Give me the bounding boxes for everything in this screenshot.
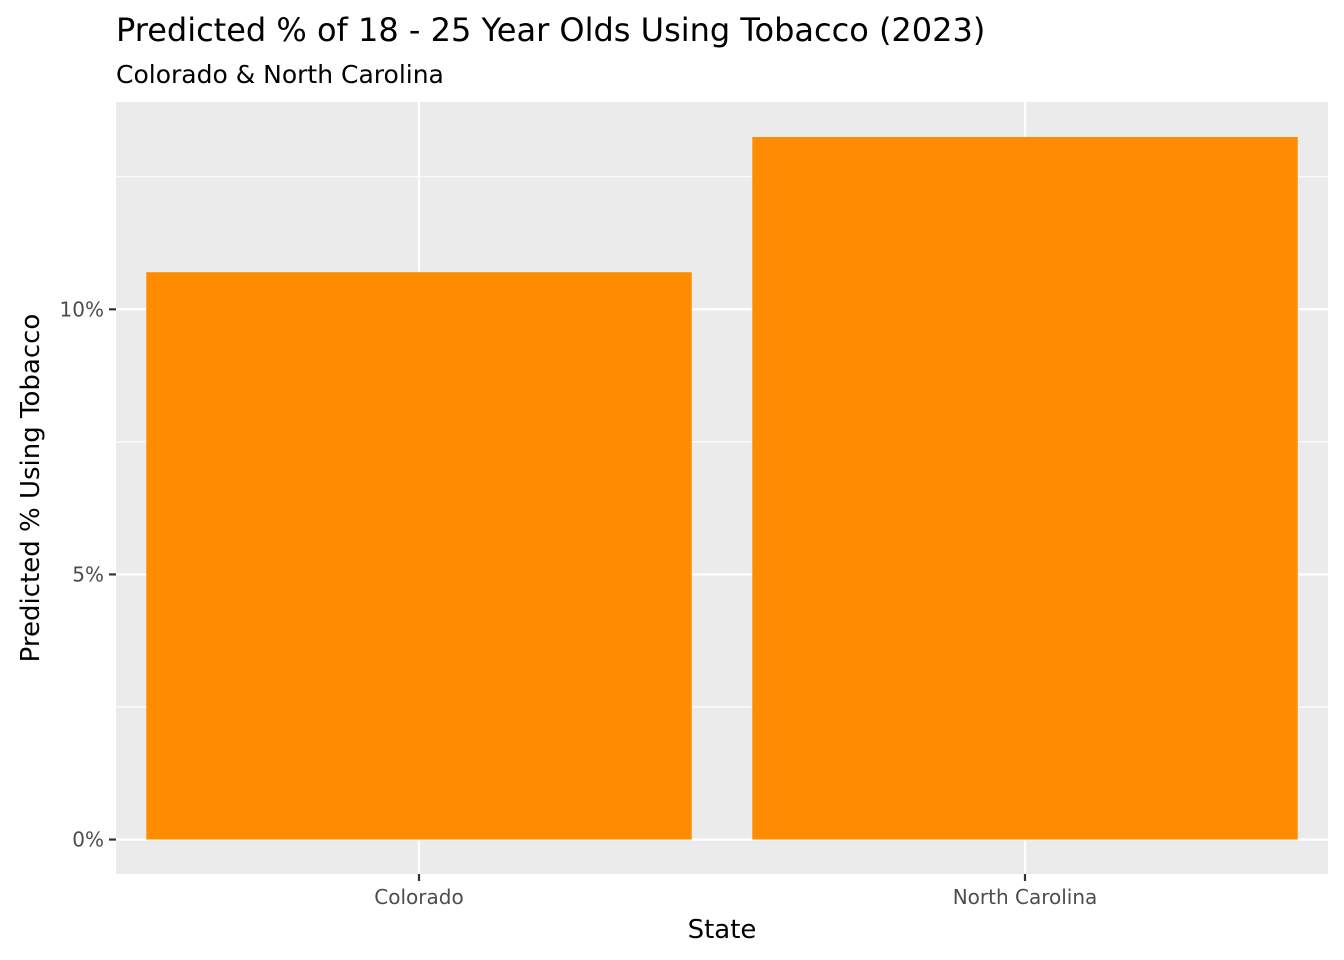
y-axis-title: Predicted % Using Tobacco — [16, 314, 46, 663]
chart-subtitle: Colorado & North Carolina — [116, 60, 444, 89]
x-tick-label: North Carolina — [953, 885, 1098, 909]
y-axis: 0% 5% 10% — [60, 297, 116, 852]
bar-north-carolina — [752, 136, 1298, 840]
x-tick-label: Colorado — [374, 885, 463, 909]
x-axis: Colorado North Carolina — [374, 874, 1097, 909]
y-tick-label: 0% — [72, 828, 104, 852]
y-tick-label: 5% — [72, 562, 104, 586]
bars — [146, 136, 1298, 840]
bar-colorado — [146, 272, 692, 840]
x-axis-title: State — [688, 915, 757, 945]
chart-title: Predicted % of 18 - 25 Year Olds Using T… — [116, 11, 985, 49]
y-tick-label: 10% — [60, 297, 104, 321]
